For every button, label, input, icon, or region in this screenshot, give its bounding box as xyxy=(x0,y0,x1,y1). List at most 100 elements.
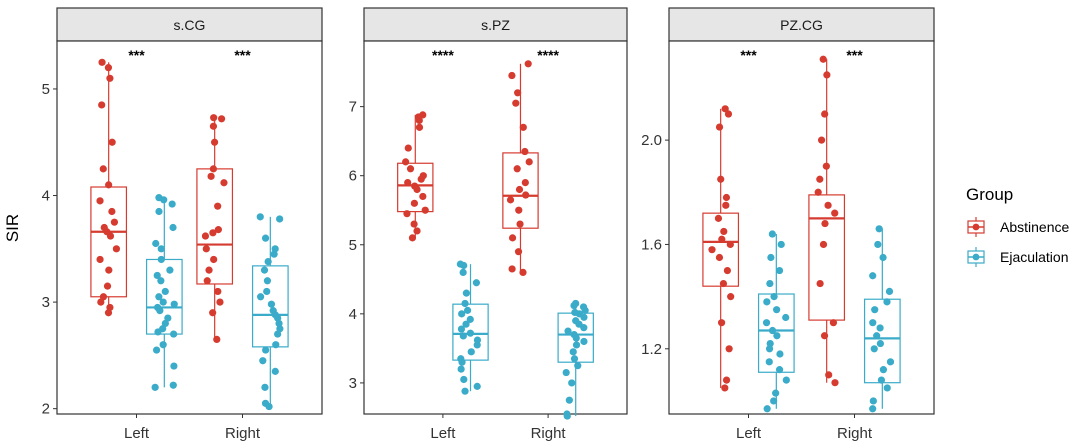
data-point xyxy=(782,313,790,322)
x-tick-label: Right xyxy=(837,425,873,442)
data-point xyxy=(276,325,284,333)
data-point xyxy=(521,179,529,187)
data-point xyxy=(817,136,826,144)
data-point xyxy=(410,220,418,228)
data-point xyxy=(170,362,178,370)
box-body xyxy=(702,212,740,287)
data-point xyxy=(214,202,222,210)
data-point xyxy=(159,298,167,306)
data-point xyxy=(406,165,415,173)
data-point xyxy=(570,355,579,363)
panel-s-cg: s.CG 2 3 4 5 Left Right *** *** xyxy=(42,7,323,442)
data-point xyxy=(718,235,726,243)
y-tick-label: 6 xyxy=(349,168,357,185)
data-point xyxy=(155,194,163,202)
data-point xyxy=(261,399,270,407)
data-point xyxy=(467,348,475,356)
facet-strip xyxy=(668,7,935,42)
data-point xyxy=(105,181,113,189)
data-point xyxy=(506,196,515,204)
data-point xyxy=(473,382,481,390)
data-point xyxy=(782,376,790,384)
data-point xyxy=(106,303,114,312)
data-point xyxy=(879,253,887,262)
facet-label: s.CG xyxy=(174,17,206,33)
box-right-abstinence xyxy=(808,55,846,387)
data-point xyxy=(457,365,465,373)
data-point xyxy=(202,245,210,253)
box-body xyxy=(397,162,434,213)
data-point xyxy=(819,55,827,63)
data-point xyxy=(717,319,726,327)
data-point xyxy=(873,332,881,340)
data-point xyxy=(270,250,278,258)
data-point xyxy=(269,307,277,315)
data-point xyxy=(153,271,161,280)
data-point xyxy=(408,234,417,242)
data-point xyxy=(210,255,218,264)
data-point xyxy=(209,165,218,173)
data-point xyxy=(772,389,780,397)
x-tick-label: Left xyxy=(430,425,456,442)
data-point xyxy=(869,319,877,327)
data-point xyxy=(271,245,279,253)
data-point xyxy=(415,123,424,131)
data-point xyxy=(876,339,884,348)
data-point xyxy=(521,147,529,156)
data-point xyxy=(404,179,412,187)
data-point xyxy=(108,138,116,146)
data-point xyxy=(877,376,886,384)
significance-label: **** xyxy=(537,47,559,63)
data-point xyxy=(461,387,469,395)
data-point xyxy=(209,122,218,130)
data-point xyxy=(562,368,570,377)
data-point xyxy=(460,375,468,384)
box-body xyxy=(808,194,846,321)
legend-glyph-abstinence xyxy=(967,217,985,237)
facet-label: PZ.CG xyxy=(780,17,823,33)
legend-point xyxy=(972,223,980,231)
box-right-ejaculation xyxy=(557,299,594,420)
data-point xyxy=(722,376,731,384)
data-point xyxy=(456,260,465,268)
data-point xyxy=(466,315,474,323)
data-point xyxy=(419,192,427,201)
data-point xyxy=(153,303,162,312)
data-point xyxy=(831,379,839,387)
data-point xyxy=(159,341,167,349)
data-point xyxy=(271,367,279,375)
box-left-ejaculation xyxy=(145,194,183,391)
data-point xyxy=(570,330,578,339)
data-point xyxy=(572,341,581,349)
data-point xyxy=(870,345,878,353)
data-point xyxy=(213,335,221,343)
data-point xyxy=(885,287,894,296)
data-point xyxy=(883,298,891,306)
significance-label: *** xyxy=(740,47,757,63)
data-point xyxy=(201,232,210,240)
data-point xyxy=(820,332,829,340)
data-point xyxy=(722,193,731,202)
data-point xyxy=(869,272,877,280)
data-point xyxy=(103,282,112,290)
data-point xyxy=(403,210,411,218)
data-point xyxy=(876,324,884,332)
data-point xyxy=(776,350,784,358)
box-right-abstinence xyxy=(196,114,234,343)
data-point xyxy=(96,197,104,205)
data-point xyxy=(170,330,178,338)
data-point xyxy=(767,253,775,262)
data-point xyxy=(209,229,217,237)
x-tick-label: Left xyxy=(124,425,150,442)
data-point xyxy=(421,206,429,214)
data-point xyxy=(763,298,771,306)
plot-panel xyxy=(363,40,628,415)
data-point xyxy=(514,89,522,97)
data-point xyxy=(824,201,832,209)
data-point xyxy=(152,239,160,248)
data-point xyxy=(574,362,582,370)
data-point xyxy=(874,240,882,249)
data-point xyxy=(768,326,777,335)
significance-label: *** xyxy=(846,47,863,63)
legend-title: Group xyxy=(966,185,1013,204)
